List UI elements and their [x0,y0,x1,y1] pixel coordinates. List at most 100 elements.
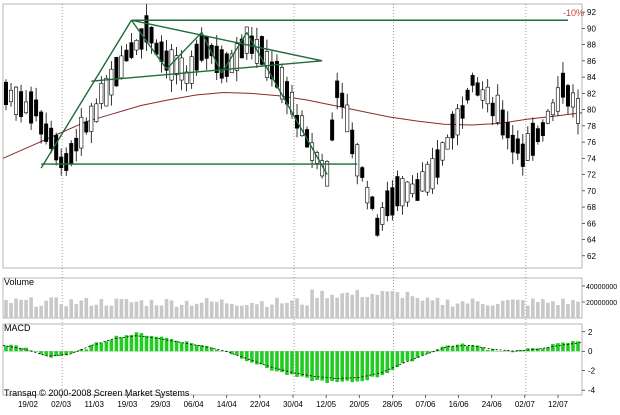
volume-bar [255,304,259,318]
macd-histogram-bar [275,351,279,372]
volume-bar [59,304,63,318]
grid-layer [2,3,583,396]
volume-layer [4,289,580,318]
candle-down [415,179,420,201]
volume-bar [380,291,385,318]
macd-histogram-bar [134,332,139,352]
macd-histogram-bar [199,345,204,352]
macd-histogram-bar [285,351,289,375]
volume-bar [495,303,500,318]
macd-histogram-bar [325,351,329,383]
volume-bar [576,301,580,318]
macd-histogram-bar [34,351,38,352]
trend-line [131,19,323,62]
volume-bar [229,303,234,318]
macd-panel-label: MACD [4,323,31,333]
candle-up [289,91,294,115]
volume-bar [561,298,565,318]
candle-down [565,85,570,107]
volume-bar [240,305,244,318]
macd-histogram-bar [561,342,565,352]
volume-bar [340,293,344,318]
candle-up [14,86,19,115]
volume-bar [350,294,355,318]
candle-up [525,133,530,161]
price-y-tick-label: 92 [587,8,596,17]
volume-bar [174,306,179,318]
macd-histogram-bar [184,341,189,352]
candle-down [159,41,164,62]
volume-bar [119,299,124,318]
volume-bar [104,305,109,318]
volume-bar [164,298,169,318]
x-tick-label: 07/06 [415,400,436,409]
macd-histogram-bar [214,349,219,352]
corner-percent-label: -10% [563,8,584,18]
candle-down [515,138,520,154]
volume-bar [490,305,495,318]
volume-bar [64,306,69,318]
x-tick-label: 02/03 [51,400,72,409]
macd-histogram-bar [250,351,254,363]
price-y-tick-label: 90 [587,24,596,33]
x-tick-label: 12/05 [316,400,337,409]
macd-histogram-bar [445,345,450,352]
candle-down [490,102,495,117]
candle-down [44,123,49,142]
candle-up [244,26,249,54]
macd-histogram-bar [119,337,124,352]
price-y-tick-label: 62 [587,252,596,261]
macd-histogram-bar [395,351,400,367]
volume-bar [9,302,13,318]
macd-histogram-bar [551,343,555,352]
candle-down [34,99,39,117]
footer-copyright: Transaq © 2000-2008 Screen Market System… [4,388,190,398]
macd-histogram-bar [290,351,294,375]
price-y-tick-label: 76 [587,138,596,147]
volume-bar [541,299,545,318]
macd-histogram-bar [149,335,154,352]
volume-bar [204,298,209,318]
volume-bar [189,305,194,318]
candle-up [229,53,234,74]
macd-histogram-bar [546,347,550,352]
candle-up [109,68,114,96]
macd-histogram-bar [255,351,259,365]
candle-up [234,43,239,71]
macd-histogram-bar [385,351,390,373]
candle-down [269,61,274,80]
candle-down [64,153,69,171]
volume-bar [295,298,299,318]
price-y-tick-label: 70 [587,187,596,196]
trend-line [40,19,133,169]
x-tick-label: 22/04 [250,400,271,409]
volume-bar [460,301,465,318]
macd-histogram-bar [490,348,495,352]
macd-histogram-bar [139,333,144,352]
candle-up [485,86,490,105]
candle-up [345,104,350,133]
macd-histogram-bar [194,344,199,352]
volume-bar [395,292,400,318]
volume-panel-label: Volume [4,277,34,287]
candle-down [460,105,465,119]
macd-histogram-bar [460,343,465,352]
macd-histogram-bar [54,351,58,357]
macd-histogram-bar [521,350,525,352]
macd-histogram-bar [79,349,84,352]
macd-histogram-bar [14,345,18,352]
macd-histogram-bar [536,348,540,352]
price-y-tick-label: 82 [587,89,596,98]
macd-histogram-bar [229,351,234,355]
candle-down [540,122,545,136]
candle-down [49,127,54,149]
volume-bar [330,294,334,318]
candle-down [84,121,89,133]
candle-down [385,190,390,217]
candle-down [465,89,470,101]
candle-down [535,128,540,143]
macd-histogram-bar [39,351,43,355]
macd-histogram-bar [240,351,244,359]
x-tick-label: 14/04 [217,400,238,409]
volume-bar [450,306,455,318]
